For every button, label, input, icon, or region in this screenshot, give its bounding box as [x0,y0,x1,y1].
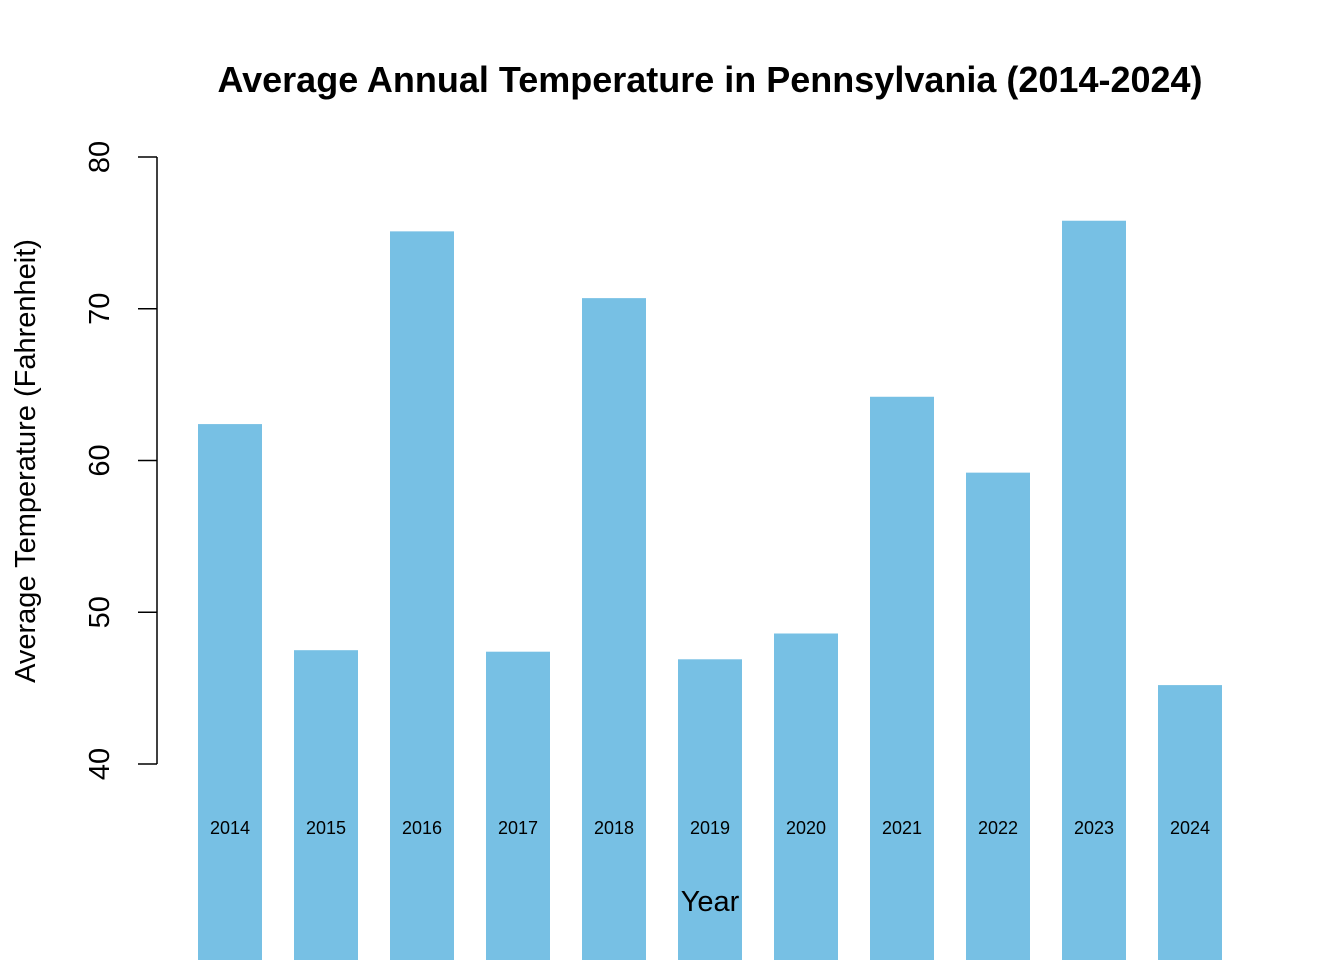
y-tick-label: 60 [84,444,116,476]
x-tick-label: 2023 [1074,818,1114,838]
x-tick-label: 2020 [786,818,826,838]
bar-2024 [1158,685,1222,960]
bar-2017 [486,651,550,960]
bar-2023 [1062,220,1126,960]
x-tick-label: 2022 [978,818,1018,838]
x-axis-label: Year [681,886,740,918]
x-tick-label: 2021 [882,818,922,838]
y-ticks: 40 50 60 70 80 [84,141,157,780]
x-tick-label: 2014 [210,818,250,838]
bar-2021 [870,396,934,960]
y-tick-label: 80 [84,141,116,173]
bar-2018 [582,298,646,960]
x-tick-label: 2018 [594,818,634,838]
x-tick-label: 2024 [1170,818,1210,838]
bar-2014 [198,424,262,960]
bar-2020 [774,633,838,960]
bar-2015 [294,650,358,960]
y-tick-label: 50 [84,596,116,628]
chart-title: Average Annual Temperature in Pennsylvan… [217,59,1202,100]
category-labels: 2014 2015 2016 2017 2018 2019 2020 2021 2022 2023… [210,818,1210,838]
x-tick-label: 2019 [690,818,730,838]
bars-group [198,220,1222,960]
x-tick-label: 2015 [306,818,346,838]
y-axis-label: Average Temperature (Fahrenheit) [10,239,42,683]
bar-2022 [966,472,1030,960]
y-tick-label: 40 [84,748,116,780]
x-tick-label: 2016 [402,818,442,838]
bar-2019 [678,659,742,960]
bar-2016 [390,231,454,960]
y-axis: 40 50 60 70 80 [84,141,158,780]
y-tick-label: 70 [84,293,116,325]
x-tick-label: 2017 [498,818,538,838]
